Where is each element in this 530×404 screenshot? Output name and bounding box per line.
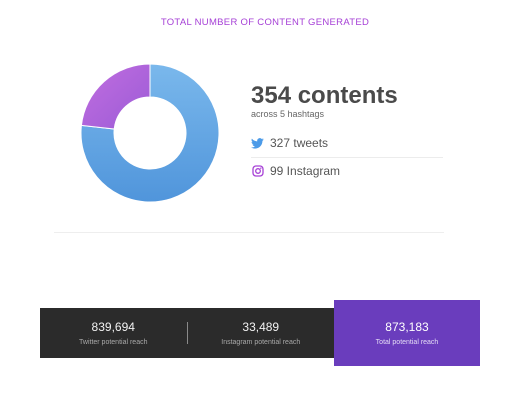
total-reach: 873,183 Total potential reach — [334, 300, 480, 366]
section-divider — [54, 232, 444, 233]
section-title: TOTAL NUMBER OF CONTENT GENERATED — [160, 17, 370, 28]
instagram-reach-value: 33,489 — [242, 320, 280, 334]
hashtag-count: across 5 hashtags — [251, 109, 325, 119]
instagram-count: 99 Instagram — [270, 164, 341, 178]
total-contents: 354 contents — [251, 82, 398, 109]
total-reach-label: Total potential reach — [375, 339, 439, 346]
donut-slice-instagram — [80, 63, 151, 130]
tweets-stat: 327 tweets — [251, 129, 443, 158]
instagram-icon — [251, 165, 264, 178]
donut-slice-twitter — [80, 63, 220, 203]
twitter-reach: 839,694 Twitter potential reach — [40, 308, 187, 358]
content-summary: 354 contents across 5 hashtags — [251, 82, 446, 119]
total-reach-value: 873,183 — [385, 320, 429, 334]
twitter-reach-label: Twitter potential reach — [79, 339, 148, 346]
instagram-reach-label: Instagram potential reach — [221, 339, 301, 346]
content-donut-chart — [80, 63, 220, 203]
twitter-icon — [251, 137, 264, 150]
twitter-reach-value: 839,694 — [91, 320, 135, 334]
instagram-stat: 99 Instagram — [251, 157, 443, 185]
donut-svg — [80, 63, 220, 203]
tweets-count: 327 tweets — [270, 136, 329, 150]
reach-bar: 839,694 Twitter potential reach 33,489 I… — [40, 308, 334, 358]
reach-separator — [186, 322, 188, 344]
instagram-reach: 33,489 Instagram potential reach — [188, 308, 335, 358]
